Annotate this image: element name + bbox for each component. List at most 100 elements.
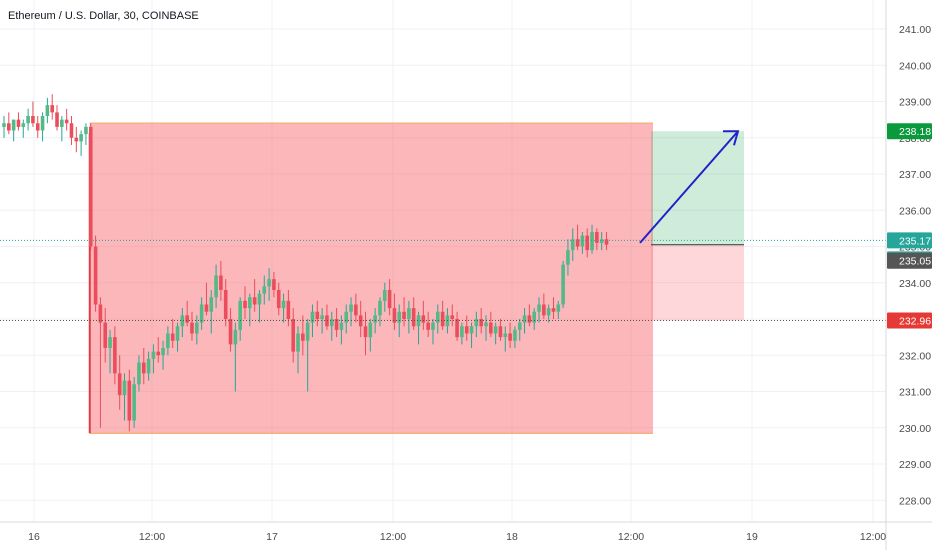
candle-body xyxy=(199,304,204,323)
candle-body xyxy=(180,315,185,327)
candle-body xyxy=(484,322,488,327)
position-zones[interactable] xyxy=(88,122,744,434)
candle-body xyxy=(599,239,604,243)
stop-price-badge[interactable]: 232.96 xyxy=(887,312,932,329)
candle-body xyxy=(532,311,536,323)
candle-body xyxy=(141,362,146,374)
candle xyxy=(31,101,35,127)
candle xyxy=(436,304,440,334)
overlays xyxy=(0,130,886,321)
candle xyxy=(137,355,141,392)
candle-body xyxy=(339,322,344,330)
time-tick-label: 17 xyxy=(266,531,278,543)
current-price-badge[interactable]: 235.17 xyxy=(887,232,932,249)
candle xyxy=(334,308,339,338)
candle-body xyxy=(575,239,580,247)
candle-body xyxy=(551,308,556,312)
candle xyxy=(74,126,79,153)
price-axis[interactable]: 241.00240.00239.00238.00237.00236.00235.… xyxy=(885,0,932,550)
candle-body xyxy=(474,319,479,327)
candle xyxy=(291,308,295,363)
price-tick-label: 234.00 xyxy=(899,278,931,290)
candle-body xyxy=(64,119,69,124)
candle xyxy=(329,311,334,341)
candle-body xyxy=(170,333,175,341)
candle xyxy=(296,326,300,374)
candle-body xyxy=(127,380,132,421)
price-tick-label: 239.00 xyxy=(899,97,931,109)
last-price-badge[interactable]: 235.05 xyxy=(887,252,932,269)
candle-body xyxy=(55,112,59,127)
candle-body xyxy=(469,326,474,334)
time-tick-label: 12:00 xyxy=(139,531,165,543)
candle-body xyxy=(252,297,257,305)
candle xyxy=(354,293,358,323)
candle xyxy=(320,308,324,334)
candle-body xyxy=(566,250,570,265)
candle-body xyxy=(214,275,218,298)
candle xyxy=(513,326,517,348)
candle xyxy=(479,308,483,334)
candle-body xyxy=(21,123,26,127)
candle xyxy=(262,275,267,305)
trend-arrow-head xyxy=(723,130,740,146)
candle-body xyxy=(204,304,209,312)
candle-body xyxy=(93,246,98,305)
candle xyxy=(2,116,6,138)
candle xyxy=(113,326,117,385)
candle-body xyxy=(146,358,151,374)
long-profit-zone[interactable] xyxy=(651,131,744,245)
short-position-zone[interactable] xyxy=(89,123,653,434)
candle xyxy=(60,116,64,142)
candle xyxy=(117,355,122,410)
candle-body xyxy=(209,297,214,312)
candle-body xyxy=(440,311,445,327)
candle-body xyxy=(195,322,199,334)
candle-body xyxy=(175,326,180,341)
candle xyxy=(344,304,349,334)
candle-body xyxy=(103,322,108,348)
candle-body xyxy=(561,264,565,305)
candle-body xyxy=(349,304,353,312)
candle xyxy=(440,300,445,330)
candle xyxy=(69,116,74,145)
candle xyxy=(551,297,556,319)
candle-body xyxy=(392,308,397,323)
candle xyxy=(503,326,508,352)
candle xyxy=(556,300,561,319)
candle xyxy=(339,315,344,345)
candle xyxy=(161,340,165,370)
long-loss-zone[interactable] xyxy=(651,244,744,321)
candle-body xyxy=(286,300,291,319)
candle xyxy=(50,94,54,120)
candle-body xyxy=(45,105,50,116)
candle-body xyxy=(40,116,45,131)
candle-body xyxy=(527,315,532,323)
price-tick-label: 240.00 xyxy=(899,60,931,72)
candle xyxy=(566,239,570,276)
candle-body xyxy=(60,119,64,127)
candle-body xyxy=(233,329,238,345)
candle xyxy=(474,311,479,338)
candle-body xyxy=(243,300,247,309)
candle xyxy=(402,297,406,327)
candle-body xyxy=(69,123,74,138)
time-axis[interactable]: 16 12:00 17 12:00 18 12:00 19 12:00 xyxy=(0,521,932,543)
candle xyxy=(450,304,455,327)
candle-body xyxy=(537,304,541,312)
candle-body xyxy=(517,322,522,330)
candle-body xyxy=(151,351,156,359)
candle xyxy=(252,279,257,312)
candle xyxy=(219,261,223,301)
target-price-badge[interactable]: 238.18 xyxy=(887,123,932,140)
candle xyxy=(426,311,430,338)
candle-body xyxy=(513,329,517,341)
candle-body xyxy=(16,119,21,127)
candle xyxy=(127,369,132,432)
candle-body xyxy=(498,326,503,338)
candle-body xyxy=(281,300,286,309)
last-price-badge-bg xyxy=(887,252,932,269)
candle xyxy=(199,297,204,330)
